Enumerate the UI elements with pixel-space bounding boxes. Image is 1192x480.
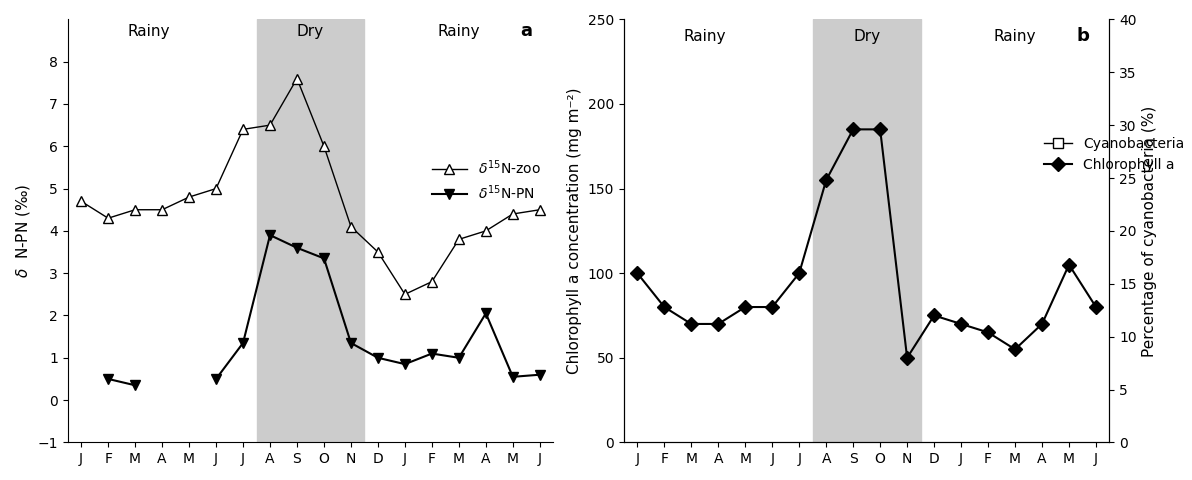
$\delta^{15}$N-zoo — [101, 216, 116, 221]
Chlorophyll a — [631, 270, 645, 276]
Y-axis label: Chlorophyll a concentration (mg m⁻²): Chlorophyll a concentration (mg m⁻²) — [567, 88, 582, 374]
Chlorophyll a — [819, 177, 833, 183]
$\delta^{15}$N-zoo — [452, 237, 466, 242]
Text: b: b — [1076, 27, 1089, 46]
Line: $\delta^{15}$N-PN: $\delta^{15}$N-PN — [104, 230, 545, 390]
$\delta^{15}$N-PN — [424, 351, 439, 357]
Legend: Cyanobacteria, Chlorophyll a: Cyanobacteria, Chlorophyll a — [1038, 132, 1190, 178]
Chlorophyll a — [954, 321, 968, 327]
$\delta^{15}$N-PN — [263, 232, 278, 238]
Chlorophyll a — [1035, 321, 1049, 327]
Line: $\delta^{15}$N-zoo: $\delta^{15}$N-zoo — [76, 74, 545, 299]
$\delta^{15}$N-zoo — [263, 122, 278, 128]
Legend: $\delta^{15}$N-zoo, $\delta^{15}$N-PN: $\delta^{15}$N-zoo, $\delta^{15}$N-PN — [427, 153, 546, 208]
Chlorophyll a — [981, 330, 995, 336]
$\delta^{15}$N-PN — [101, 376, 116, 382]
$\delta^{15}$N-zoo — [398, 291, 412, 297]
$\delta^{15}$N-PN — [236, 340, 250, 346]
$\delta^{15}$N-PN — [452, 355, 466, 360]
Chlorophyll a — [1088, 304, 1103, 310]
$\delta^{15}$N-zoo — [371, 249, 385, 255]
Chlorophyll a — [712, 321, 726, 327]
Chlorophyll a — [684, 321, 699, 327]
$\delta^{15}$N-zoo — [424, 279, 439, 285]
$\delta^{15}$N-zoo — [533, 207, 547, 213]
$\delta^{15}$N-PN — [290, 245, 304, 251]
Chlorophyll a — [791, 270, 806, 276]
$\delta^{15}$N-zoo — [155, 207, 169, 213]
$\delta^{15}$N-zoo — [74, 198, 88, 204]
$\delta^{15}$N-PN — [371, 355, 385, 360]
$\delta^{15}$N-PN — [533, 372, 547, 378]
$\delta^{15}$N-zoo — [209, 186, 223, 192]
$\delta^{15}$N-zoo — [479, 228, 493, 234]
Text: Rainy: Rainy — [683, 29, 726, 44]
$\delta^{15}$N-zoo — [343, 224, 358, 229]
Chlorophyll a — [927, 312, 942, 318]
$\delta^{15}$N-zoo — [128, 207, 142, 213]
Chlorophyll a — [1062, 262, 1076, 268]
Chlorophyll a — [738, 304, 752, 310]
Text: Rainy: Rainy — [994, 29, 1036, 44]
Bar — [256, 19, 365, 443]
Text: Rainy: Rainy — [437, 24, 480, 39]
$\delta^{15}$N-PN — [398, 361, 412, 367]
$\delta^{15}$N-zoo — [505, 211, 520, 217]
$\delta^{15}$N-PN — [479, 311, 493, 316]
Text: Dry: Dry — [297, 24, 324, 39]
$\delta^{15}$N-zoo — [182, 194, 197, 200]
$\delta^{15}$N-PN — [209, 376, 223, 382]
$\delta^{15}$N-PN — [128, 383, 142, 388]
Text: Dry: Dry — [853, 29, 880, 44]
Chlorophyll a — [873, 127, 887, 132]
Y-axis label: $\delta$  N-PN (‰): $\delta$ N-PN (‰) — [14, 184, 32, 278]
Chlorophyll a — [900, 355, 914, 360]
$\delta^{15}$N-PN — [317, 255, 331, 261]
Chlorophyll a — [657, 304, 671, 310]
$\delta^{15}$N-zoo — [236, 127, 250, 132]
$\delta^{15}$N-zoo — [317, 144, 331, 149]
Chlorophyll a — [1008, 347, 1023, 352]
$\delta^{15}$N-PN — [343, 340, 358, 346]
$\delta^{15}$N-PN — [505, 374, 520, 380]
Y-axis label: Percentage of cyanobacteria (%): Percentage of cyanobacteria (%) — [1142, 105, 1157, 357]
Chlorophyll a — [765, 304, 780, 310]
Bar — [813, 19, 920, 443]
Text: Rainy: Rainy — [128, 24, 169, 39]
$\delta^{15}$N-zoo — [290, 76, 304, 82]
Line: Chlorophyll a: Chlorophyll a — [633, 124, 1101, 363]
Text: a: a — [521, 22, 533, 40]
Chlorophyll a — [846, 127, 861, 132]
